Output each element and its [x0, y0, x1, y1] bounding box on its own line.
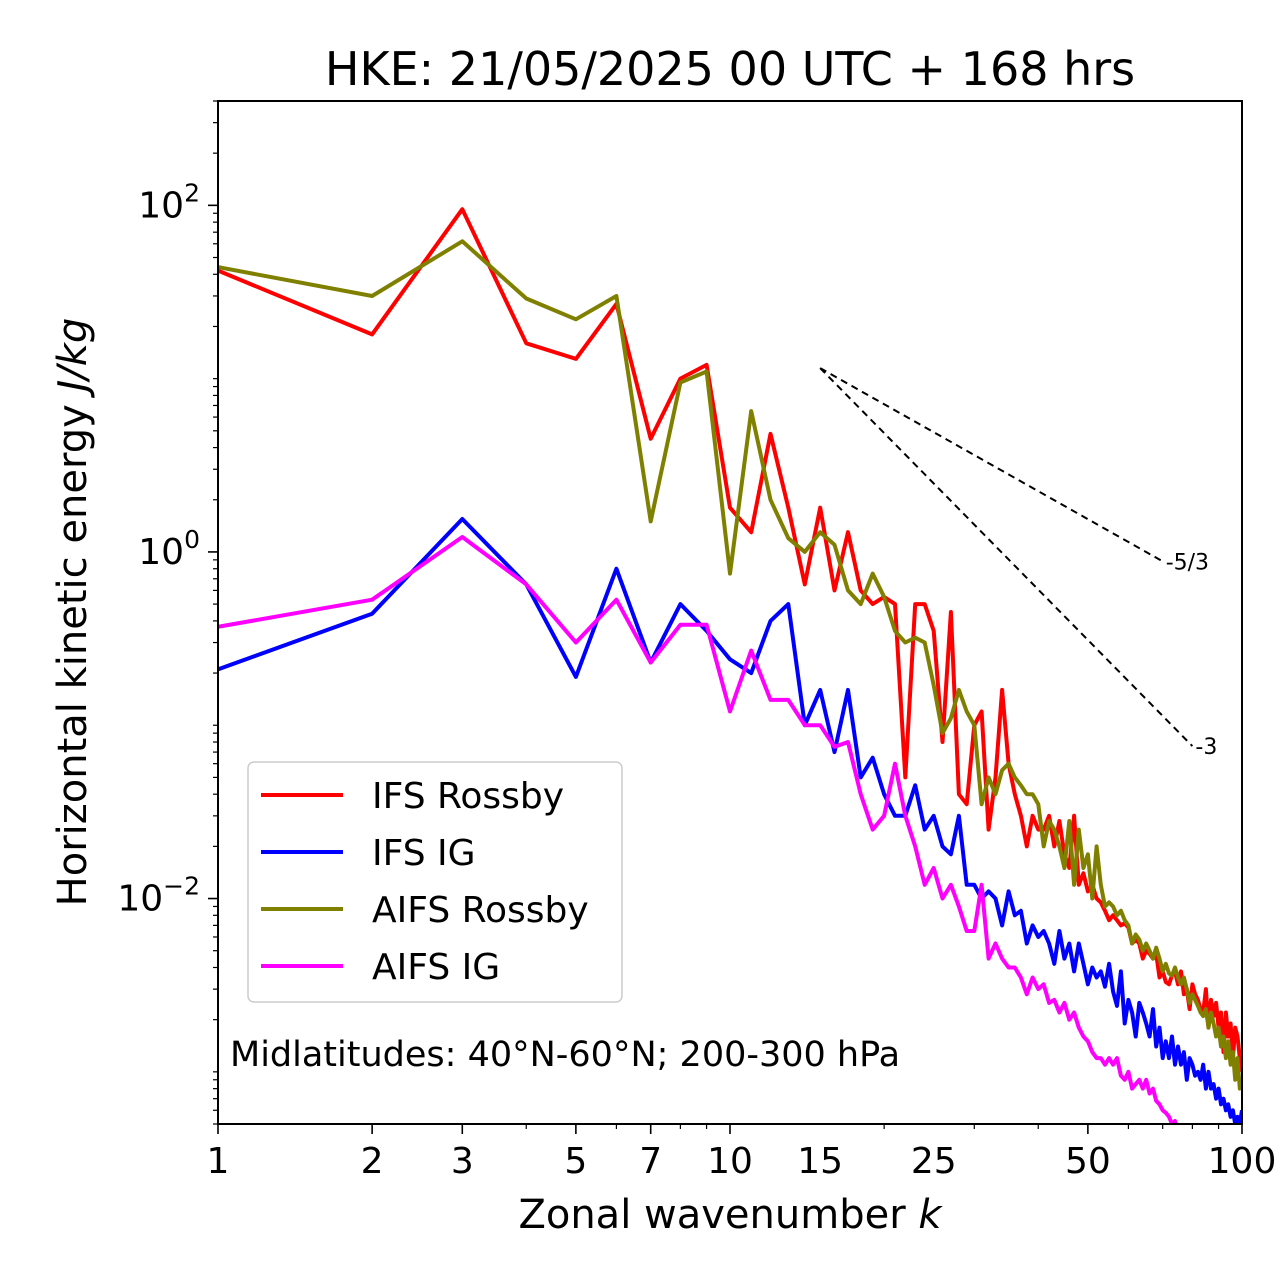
y-axis-label: Horizontal kinetic energy J/kg: [50, 318, 96, 907]
y-tick-label: 100: [138, 525, 200, 573]
series-line-ifs-ig: [218, 517, 1242, 1124]
chart-title: HKE: 21/05/2025 00 UTC + 168 hrs: [325, 42, 1135, 96]
x-tick-label: 3: [451, 1141, 474, 1182]
slope-line-1: [819, 367, 1164, 563]
x-tick-label: 2: [361, 1141, 384, 1182]
region-annotation: Midlatitudes: 40°N-60°N; 200-300 hPa: [230, 1035, 900, 1075]
slope-label-2: -3: [1195, 735, 1217, 760]
series-layer: [218, 207, 1242, 1124]
y-axis-label-var: J/kg: [50, 318, 96, 399]
slope-label-1: -5/3: [1166, 550, 1209, 575]
x-axis-label-text: Zonal wavenumber: [518, 1192, 918, 1238]
x-tick-label: 15: [797, 1141, 843, 1182]
series-line-aifs-rossby: [218, 239, 1242, 1091]
legend-label: IFS IG: [372, 833, 476, 874]
legend: IFS Rossby IFS IG AIFS Rossby AIFS IG: [247, 761, 623, 1003]
slope-line-2: [819, 367, 1194, 747]
x-tick-label: 10: [707, 1141, 753, 1182]
x-tick-label: 100: [1208, 1141, 1277, 1182]
legend-box: [247, 761, 623, 1003]
x-tick-label: 25: [911, 1141, 957, 1182]
y-tick-label: 102: [138, 178, 200, 226]
x-tick-label: 5: [564, 1141, 587, 1182]
legend-label: AIFS IG: [372, 947, 500, 988]
reference-slopes: -5/3 -3: [819, 367, 1217, 760]
x-tick-label: 50: [1065, 1141, 1111, 1182]
legend-label: IFS Rossby: [372, 776, 564, 817]
y-axis-ticks: 102 100 10−2: [117, 100, 218, 1125]
y-tick-label: 10−2: [117, 872, 200, 920]
legend-label: AIFS Rossby: [372, 890, 589, 931]
x-axis-ticks: 1 2 3 5 7 10 15 25 50 100: [207, 1124, 1277, 1182]
y-axis-label-text: Horizontal kinetic energy: [50, 392, 96, 907]
x-axis-label: Zonal wavenumber k: [518, 1192, 943, 1238]
x-tick-label: 1: [207, 1141, 230, 1182]
x-tick-label: 7: [639, 1141, 662, 1182]
series-line-aifs-ig: [218, 535, 1178, 1124]
x-axis-label-var: k: [918, 1192, 943, 1238]
